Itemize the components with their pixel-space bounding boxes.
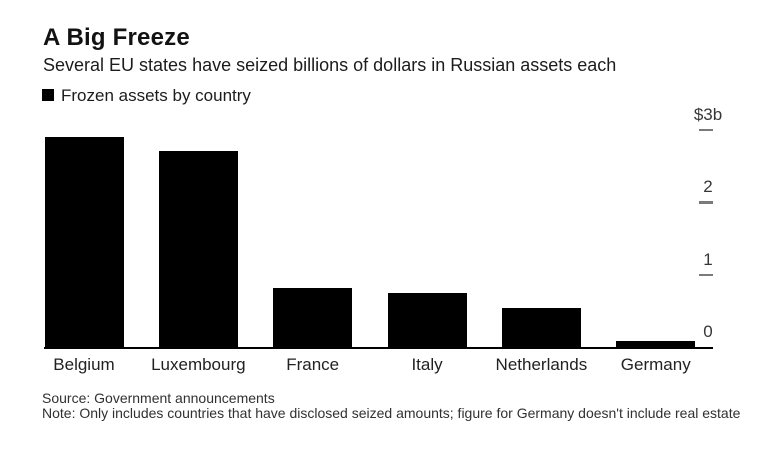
y-tick-dash-1: [699, 273, 713, 276]
y-tick-dash-3: [699, 128, 713, 131]
y-tick-label-0: 0: [703, 322, 713, 341]
category-label-france: France: [286, 355, 340, 374]
y-tick-label-1: 1: [703, 249, 713, 269]
legend: Frozen assets by country: [42, 86, 251, 104]
bar-france: [273, 288, 353, 347]
chart-subtitle: Several EU states have seized billions o…: [43, 55, 617, 75]
bar-italy: [387, 292, 467, 347]
category-label-luxembourg: Luxembourg: [151, 355, 246, 374]
y-tick-label--3b: $3b: [693, 104, 723, 124]
legend-swatch-icon: [42, 89, 54, 101]
footer: Source: Government announcements Note: O…: [42, 391, 744, 421]
bar-belgium: [44, 136, 124, 347]
y-tick-label-2: 2: [703, 177, 713, 196]
x-axis-line: [44, 346, 713, 349]
y-tick-dash-2: [699, 201, 713, 204]
page-title: A Big Freeze: [43, 24, 190, 51]
category-label-germany: Germany: [620, 355, 691, 374]
footnote: Note: Only includes countries that have …: [42, 405, 741, 421]
category-label-italy: Italy: [411, 355, 443, 374]
bar-luxembourg: [158, 151, 238, 347]
category-label-netherlands: Netherlands: [495, 355, 588, 374]
bar-germany: [616, 341, 696, 347]
source-note: Source: Government announcements: [42, 390, 275, 406]
legend-label: Frozen assets by country: [61, 86, 251, 105]
category-label-belgium: Belgium: [53, 355, 115, 374]
bar-netherlands: [501, 307, 581, 347]
